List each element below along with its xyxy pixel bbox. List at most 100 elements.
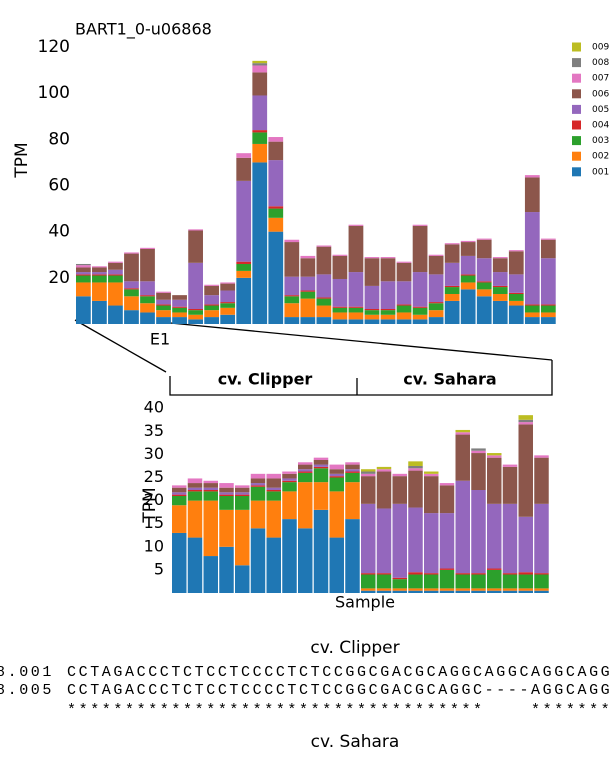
bar-segment xyxy=(124,288,139,290)
bar-segment xyxy=(439,483,455,486)
sequence: CCTAGACCCTCTCCTCCCCTCTCCGGCGACGCAGGC----… xyxy=(67,682,612,699)
bar-segment xyxy=(361,471,376,474)
bar-segment xyxy=(76,265,91,268)
bar-segment xyxy=(361,588,376,591)
y-tick-label: 10 xyxy=(144,536,164,555)
bar-segment xyxy=(345,519,360,593)
bar-segment xyxy=(316,297,332,299)
bar-segment xyxy=(298,482,313,529)
bar-segment xyxy=(108,274,123,276)
y-tick-label: 15 xyxy=(144,513,164,532)
bar-segment xyxy=(313,466,329,469)
bar-segment xyxy=(172,532,187,593)
bar-segment xyxy=(408,590,423,593)
bar-segment xyxy=(316,274,332,298)
bar-segment xyxy=(428,303,444,311)
bar-segment xyxy=(492,272,508,286)
bar-segment xyxy=(188,308,203,311)
bar-segment xyxy=(364,319,380,324)
bar-segment xyxy=(316,245,332,247)
bar-segment xyxy=(282,482,297,492)
bar-segment xyxy=(471,448,486,451)
bar-segment xyxy=(524,305,540,313)
bar-segment xyxy=(332,307,348,313)
bar-segment xyxy=(455,429,470,433)
bar-segment xyxy=(282,519,297,593)
bar-segment xyxy=(471,590,486,593)
bar-segment xyxy=(236,180,252,262)
bar-segment xyxy=(455,434,470,481)
bar-segment xyxy=(300,255,316,259)
bar-segment xyxy=(284,296,300,304)
bar-segment xyxy=(140,281,155,296)
bar-segment xyxy=(380,310,396,315)
annotation: E1 xyxy=(150,330,170,349)
bar-segment xyxy=(250,478,266,484)
bar-segment xyxy=(188,310,203,315)
bar-segment xyxy=(250,483,266,486)
legend-swatch xyxy=(572,167,581,177)
bar-segment xyxy=(235,496,250,510)
bar-segment xyxy=(392,476,407,504)
bar-segment xyxy=(508,251,524,275)
bar-segment xyxy=(313,509,329,593)
bar-segment xyxy=(476,282,492,290)
bar-segment xyxy=(235,492,250,495)
bar-segment xyxy=(156,305,171,311)
bar-segment xyxy=(424,573,439,575)
bar-segment xyxy=(76,272,91,275)
bar-segment xyxy=(187,537,203,593)
bar-segment xyxy=(156,299,171,305)
y-tick-label: 20 xyxy=(48,268,70,288)
bar-segment xyxy=(298,472,313,483)
bar-segment xyxy=(220,302,236,304)
bar-segment xyxy=(380,314,396,320)
bar-segment xyxy=(492,285,508,288)
bar-segment xyxy=(502,590,518,593)
bar-segment xyxy=(108,275,123,283)
bar-segment xyxy=(455,574,470,589)
bar-segment xyxy=(392,503,407,578)
group-label: cv. Clipper xyxy=(218,370,313,389)
bar-segment xyxy=(348,319,364,324)
bar-segment xyxy=(124,252,139,254)
bar-segment xyxy=(380,257,396,259)
bar-segment xyxy=(408,572,423,575)
bar-segment xyxy=(412,224,428,226)
bar-segment xyxy=(235,494,250,496)
bar-segment xyxy=(345,469,360,472)
bar-segment xyxy=(284,276,300,296)
bar-segment xyxy=(364,314,380,320)
legend-swatch xyxy=(572,58,581,68)
bar-segment xyxy=(252,65,268,73)
bar-segment xyxy=(524,304,540,306)
bar-segment xyxy=(124,296,139,311)
bar-segment xyxy=(172,494,187,496)
bar-segment xyxy=(444,285,460,288)
y-tick-label: 40 xyxy=(48,222,70,242)
bar-segment xyxy=(282,491,297,520)
bar-segment xyxy=(108,262,123,270)
bar-segment xyxy=(412,306,428,308)
bar-segment xyxy=(392,579,407,589)
bar-segment xyxy=(268,160,284,207)
bar-segment xyxy=(396,305,412,313)
bar-segment xyxy=(172,299,187,307)
bar-segment xyxy=(236,153,252,158)
bar-segment xyxy=(172,505,187,533)
bar-segment xyxy=(508,300,524,306)
bar-segment xyxy=(300,317,316,324)
bar-segment xyxy=(313,482,329,510)
bar-segment xyxy=(502,464,518,467)
bar-segment xyxy=(392,577,407,580)
bar-segment xyxy=(412,307,428,315)
bar-segment xyxy=(140,295,155,297)
bar-segment xyxy=(364,258,380,286)
bar-segment xyxy=(361,476,376,504)
bar-segment xyxy=(380,281,396,309)
bar-segment xyxy=(502,573,518,575)
bar-segment xyxy=(487,457,502,504)
bar-segment xyxy=(534,573,549,575)
legend-label: 005 xyxy=(592,105,609,115)
